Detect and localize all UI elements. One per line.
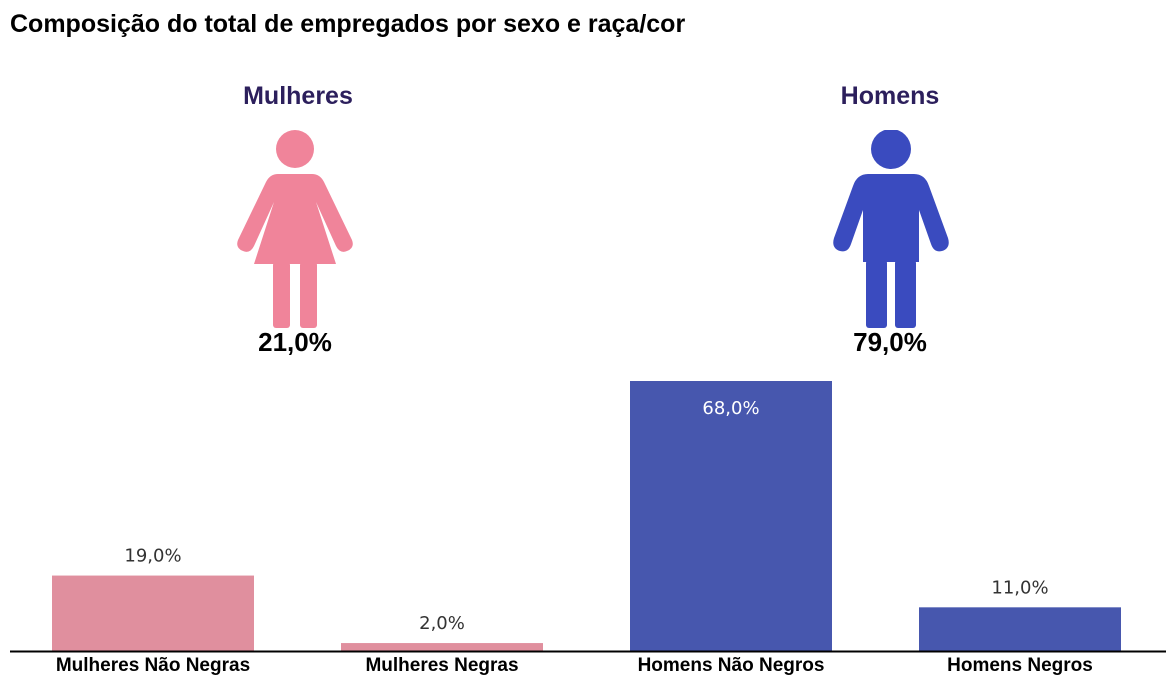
data-label-0: 19,0% xyxy=(124,546,181,567)
category-label-1: Mulheres Negras xyxy=(365,655,518,676)
bar-0 xyxy=(52,575,254,651)
female-figure-shape xyxy=(237,130,353,328)
female-figure-icon xyxy=(237,130,353,328)
women-total-percent: 21,0% xyxy=(258,327,332,357)
bar-1 xyxy=(341,643,543,651)
category-label-0: Mulheres Não Negras xyxy=(56,655,250,676)
bar-2 xyxy=(630,381,832,651)
male-figure-shape xyxy=(833,130,949,328)
women-group-label: Mulheres xyxy=(243,82,353,110)
category-label-2: Homens Não Negros xyxy=(638,655,825,676)
data-label-1: 2,0% xyxy=(419,613,465,634)
men-total-percent: 79,0% xyxy=(853,327,927,357)
category-label-3: Homens Negros xyxy=(947,655,1093,676)
data-label-3: 11,0% xyxy=(991,577,1048,598)
male-figure-icon xyxy=(833,130,949,328)
chart-title: Composição do total de empregados por se… xyxy=(10,10,686,38)
data-label-2: 68,0% xyxy=(702,398,759,419)
bar-3 xyxy=(919,607,1121,651)
men-group-label: Homens xyxy=(840,82,940,110)
